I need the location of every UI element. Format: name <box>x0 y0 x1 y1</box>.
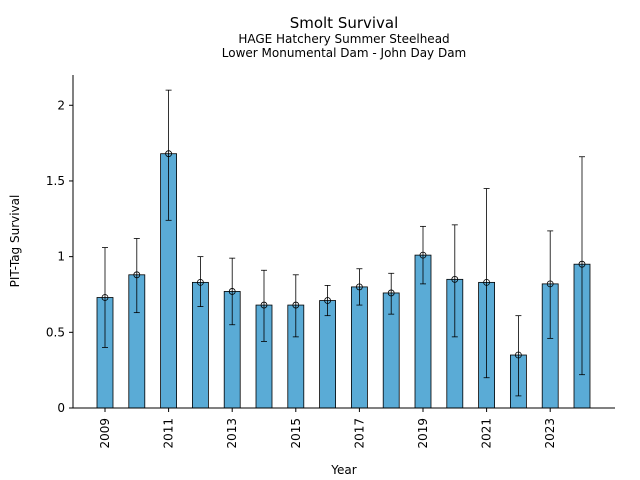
point-marker-2015 <box>292 301 300 309</box>
point-marker-2024 <box>578 260 586 268</box>
x-tick-label-2023: 2023 <box>543 418 557 449</box>
y-axis-label: PIT-Tag Survival <box>8 195 22 288</box>
point-marker-2017 <box>355 283 363 291</box>
point-marker-2016 <box>324 297 332 304</box>
chart-subtitle-line-2: Lower Monumental Dam - John Day Dam <box>222 46 467 60</box>
point-marker-2019 <box>419 251 427 259</box>
chart-subtitle-line-1: HAGE Hatchery Summer Steelhead <box>238 32 449 46</box>
y-tick-label-4: 2 <box>57 98 65 112</box>
point-marker-2021 <box>483 278 491 286</box>
y-tick-label-0: 0 <box>57 401 65 415</box>
x-tick-label-2019: 2019 <box>416 418 430 449</box>
point-marker-2013 <box>228 288 236 295</box>
y-tick-label-2: 1 <box>57 250 65 264</box>
point-marker-2023 <box>546 280 554 288</box>
y-tick-label-1: 0.5 <box>46 325 65 339</box>
chart-title: Smolt Survival <box>290 14 399 32</box>
point-marker-2020 <box>451 275 459 283</box>
point-marker-2010 <box>133 271 141 279</box>
point-marker-2018 <box>387 289 395 297</box>
x-tick-label-2009: 2009 <box>98 418 112 449</box>
y-tick-label-3: 1.5 <box>46 174 65 188</box>
x-tick-label-2011: 2011 <box>162 418 176 449</box>
x-axis-label: Year <box>330 463 356 477</box>
point-marker-2012 <box>196 278 204 286</box>
point-marker-2011 <box>165 150 173 158</box>
axes-layer: 0 0.5 1 1.5 2 2009 2011 2013 2015 2017 2019 2021 202… <box>46 75 615 449</box>
x-tick-label-2013: 2013 <box>225 418 239 449</box>
point-marker-2022 <box>515 351 522 359</box>
point-marker-2009 <box>101 294 109 301</box>
x-tick-label-2015: 2015 <box>289 418 303 449</box>
bars-layer <box>96 153 591 409</box>
bar-2016 <box>319 300 337 409</box>
x-tick-label-2021: 2021 <box>480 418 494 449</box>
x-tick-label-2017: 2017 <box>352 418 366 449</box>
errorbars-layer <box>101 89 586 397</box>
point-marker-2014 <box>260 301 268 309</box>
